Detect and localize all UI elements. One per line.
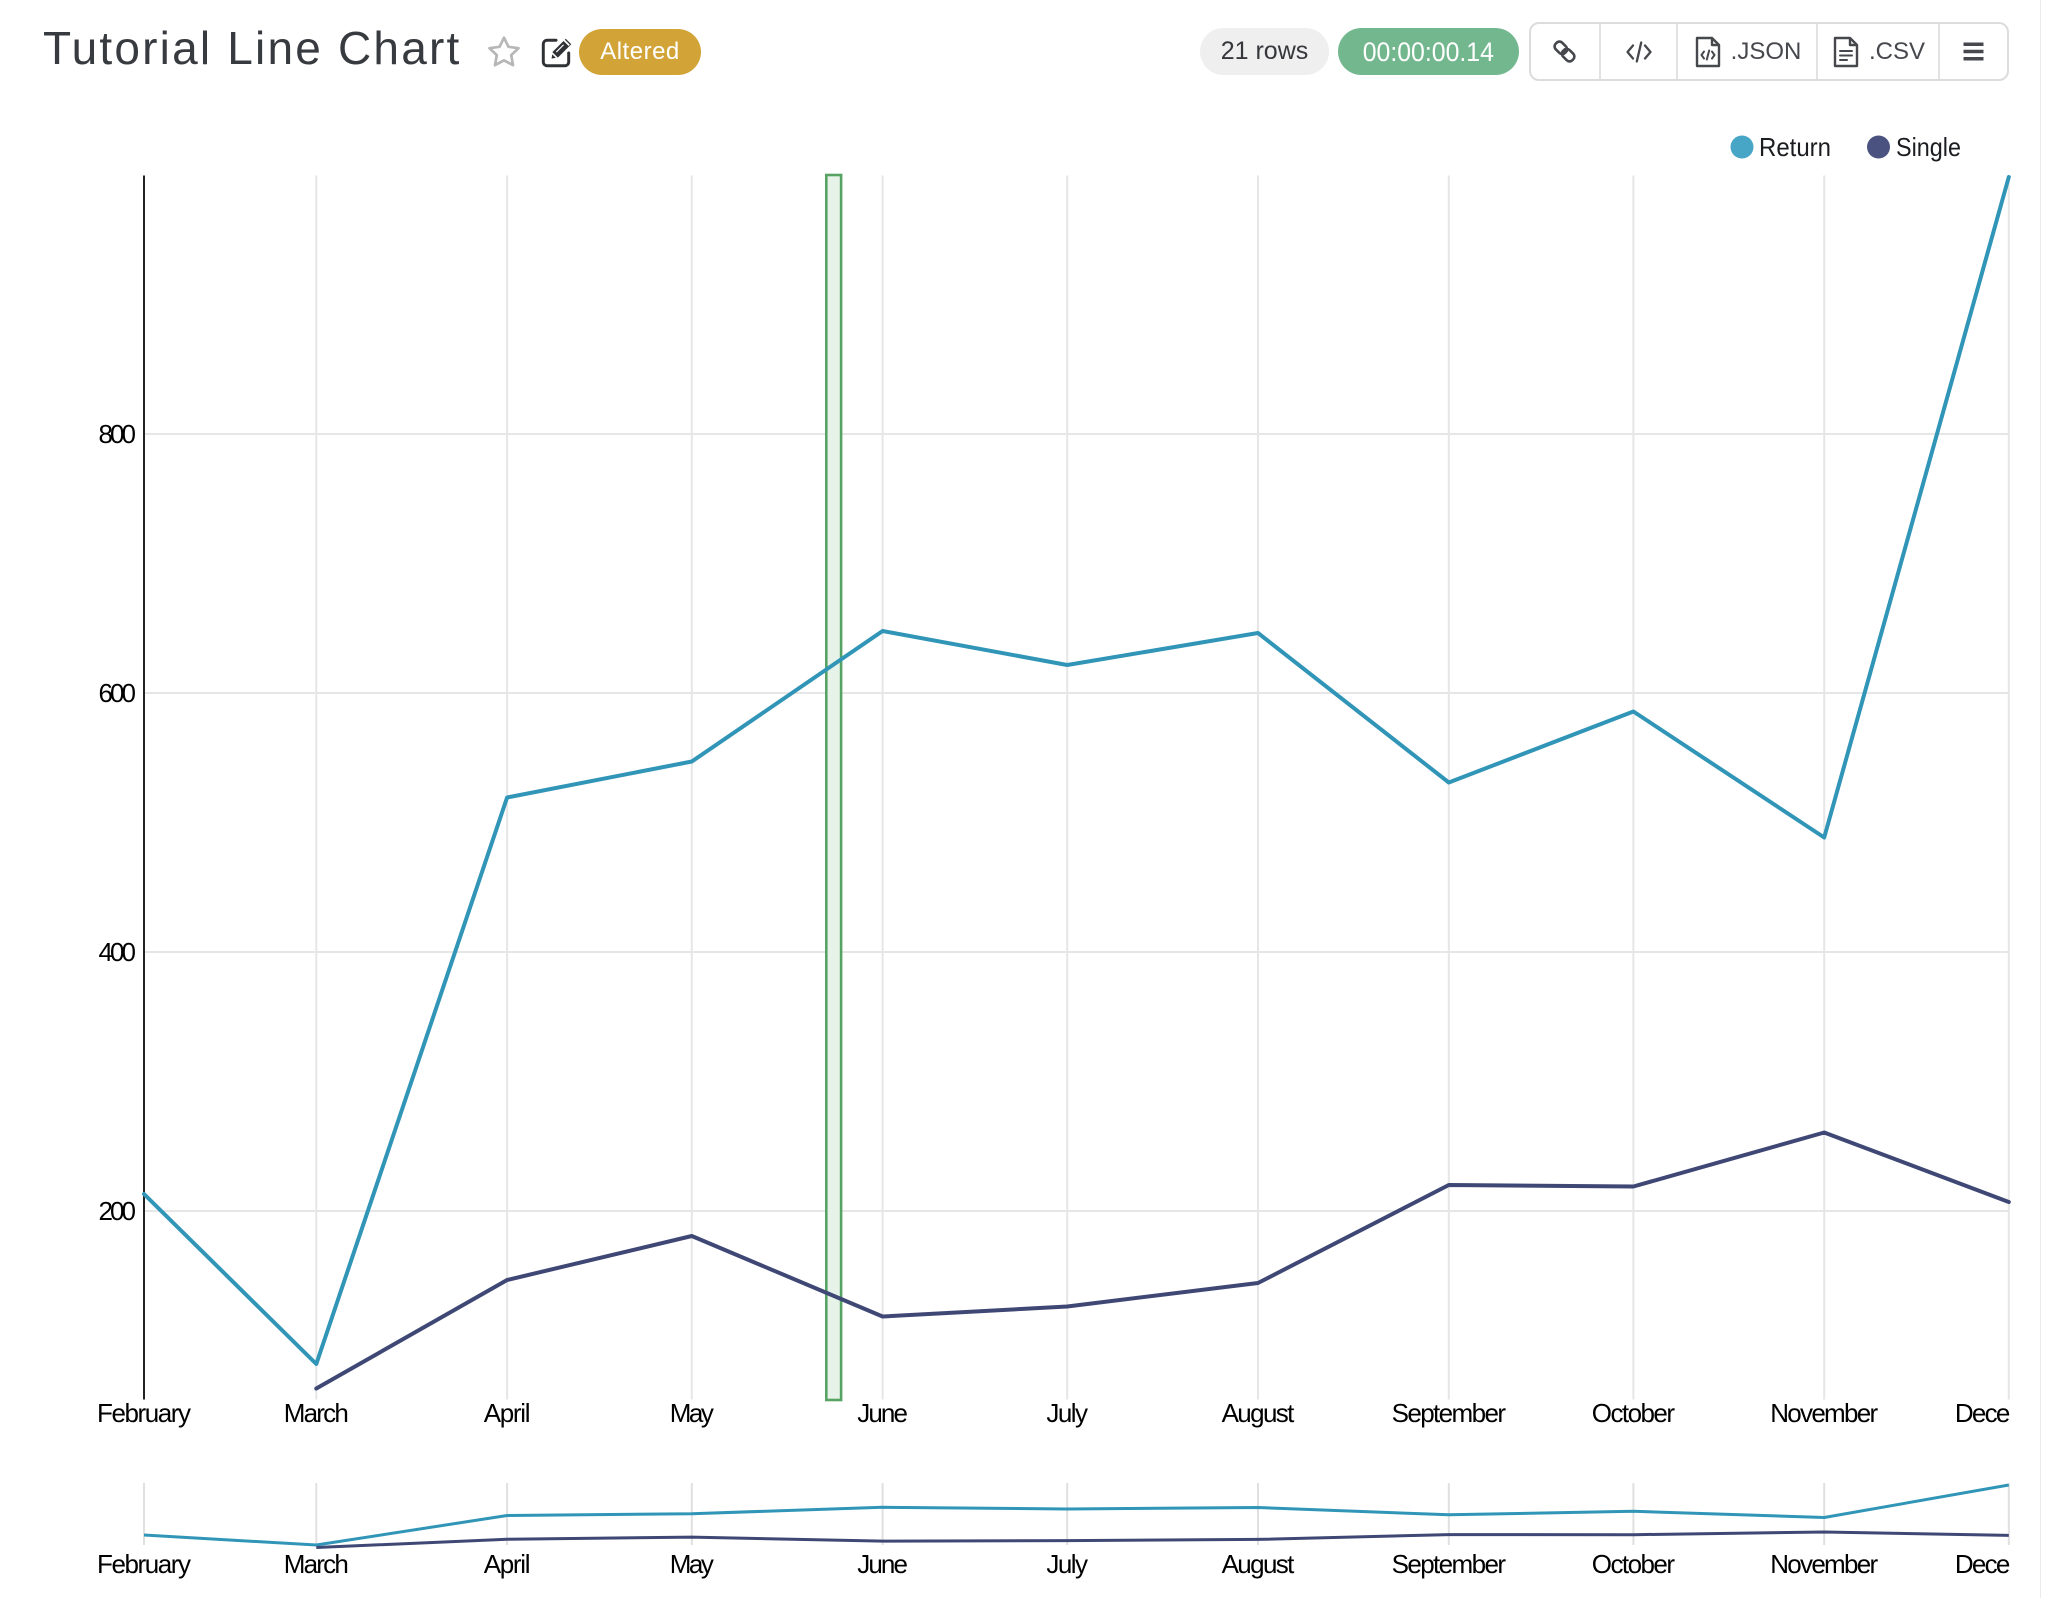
svg-text:800: 800 [99,419,137,449]
svg-text:December: December [1955,1549,2050,1579]
svg-text:September: September [1392,1398,1507,1428]
svg-text:July: July [1046,1398,1088,1428]
svg-text:November: November [1770,1549,1878,1579]
svg-text:Return: Return [1759,132,1831,162]
svg-text:April: April [484,1549,531,1579]
svg-text:October: October [1592,1398,1676,1428]
svg-text:200: 200 [99,1196,137,1226]
svg-text:December: December [1955,1398,2050,1428]
svg-text:March: March [284,1398,349,1428]
svg-text:September: September [1392,1549,1507,1579]
svg-text:October: October [1592,1549,1676,1579]
svg-text:November: November [1770,1398,1878,1428]
svg-text:February: February [97,1549,191,1579]
svg-text:July: July [1046,1549,1088,1579]
svg-text:February: February [97,1398,191,1428]
svg-text:400: 400 [99,937,137,967]
svg-text:May: May [670,1549,714,1579]
svg-text:August: August [1222,1549,1296,1579]
svg-text:March: March [284,1549,349,1579]
svg-text:June: June [857,1398,908,1428]
svg-text:Single: Single [1896,132,1961,162]
svg-text:August: August [1222,1398,1296,1428]
svg-text:April: April [484,1398,531,1428]
svg-text:600: 600 [99,678,137,708]
svg-text:June: June [857,1549,908,1579]
svg-text:May: May [670,1398,714,1428]
